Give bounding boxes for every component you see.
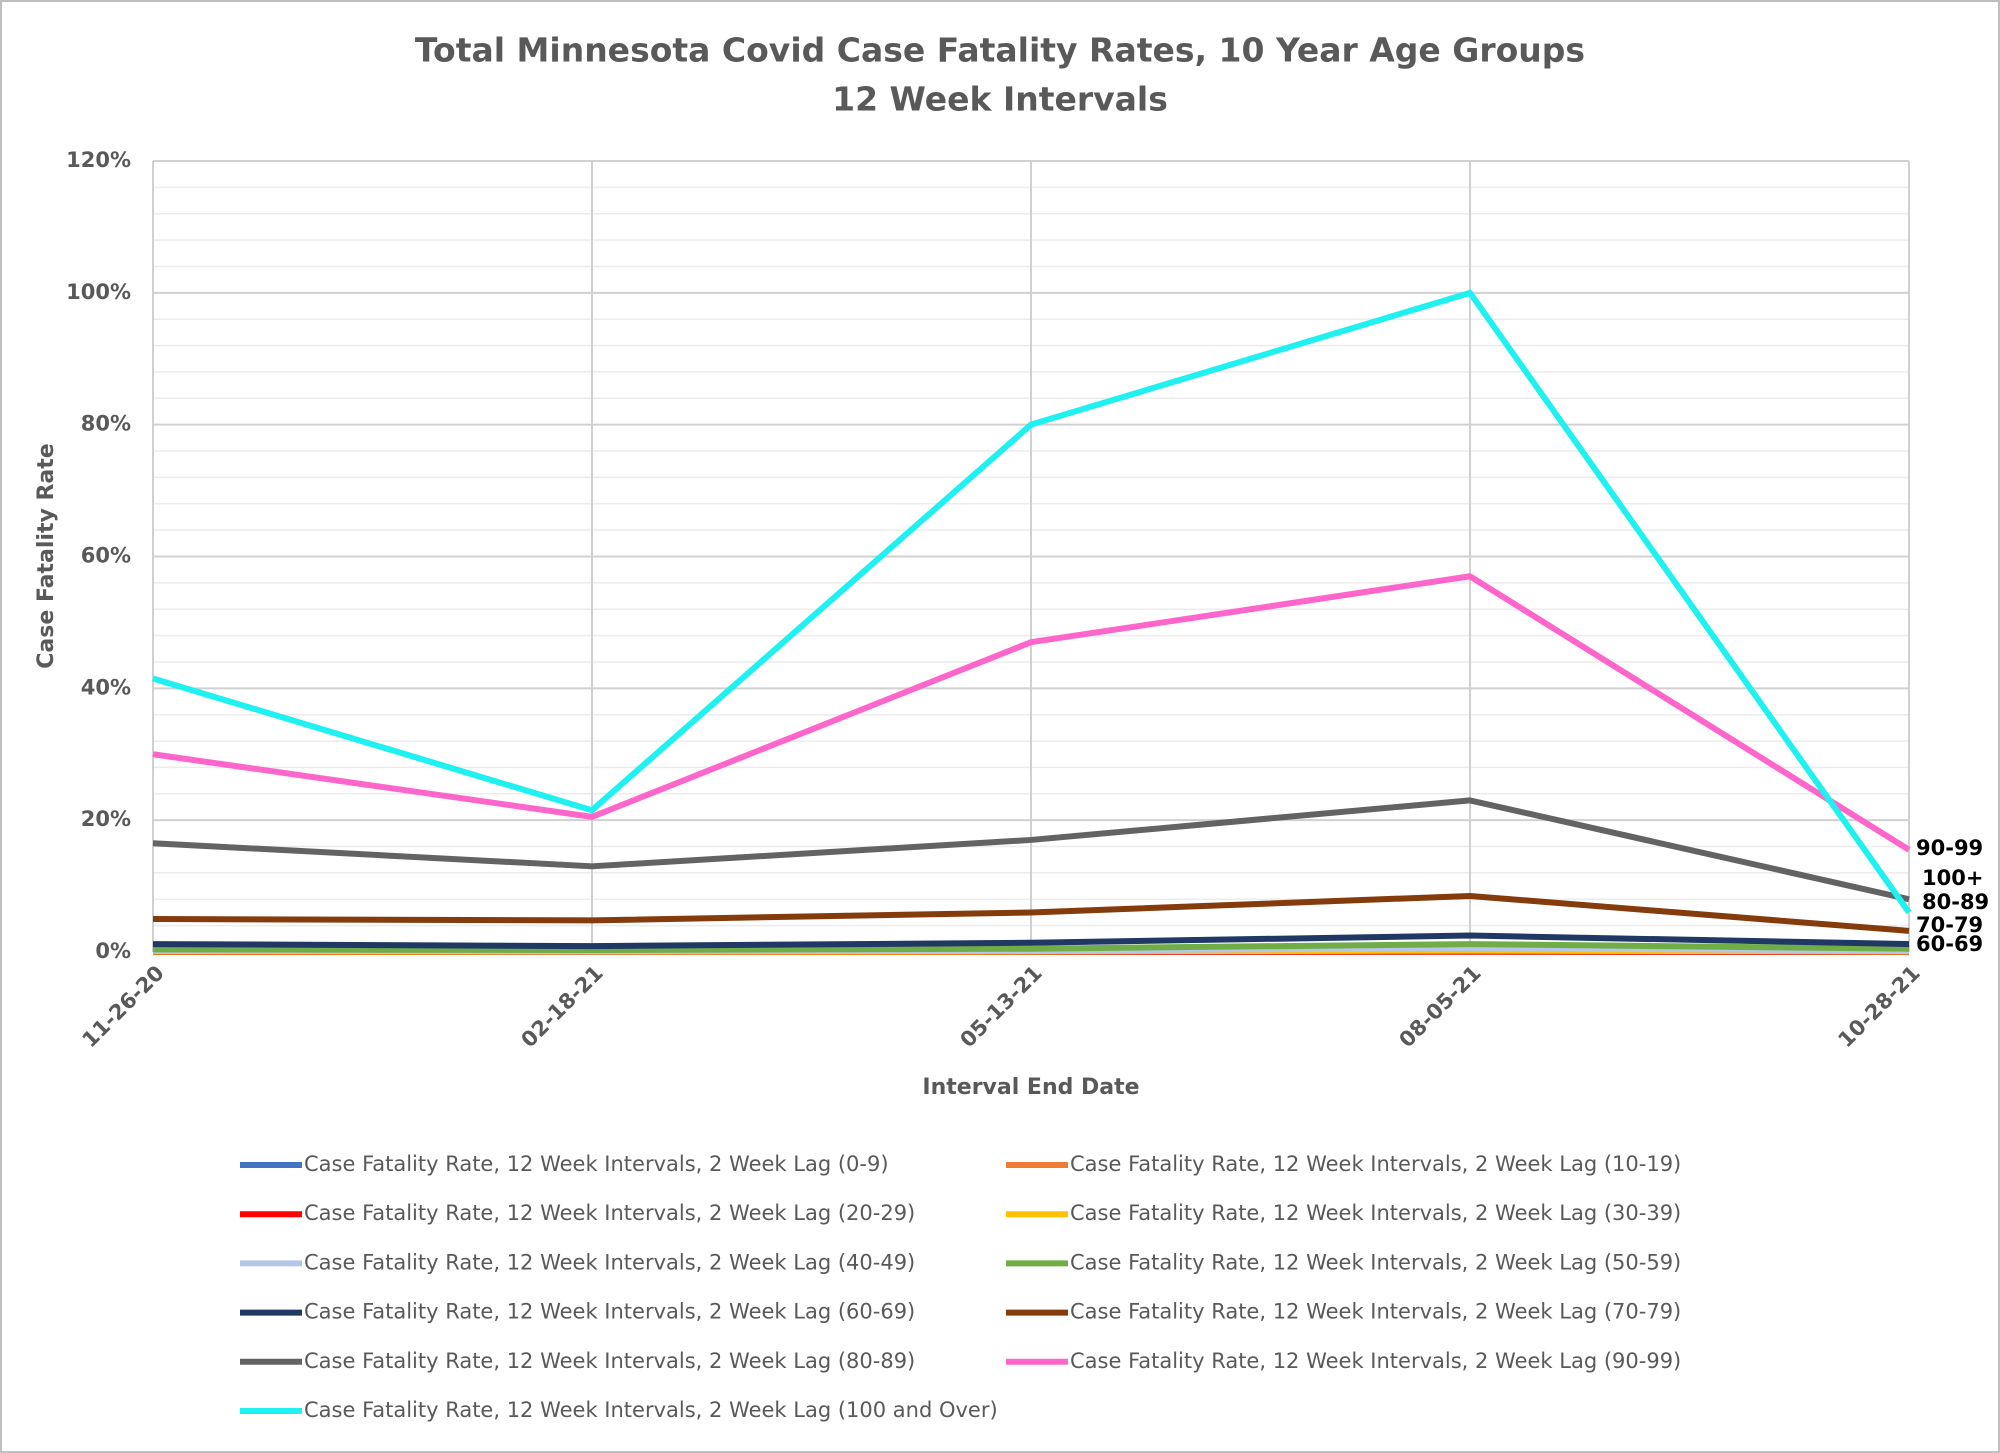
chart-subtitle: 12 Week Intervals [832,80,1168,119]
legend-label: Case Fatality Rate, 12 Week Intervals, 2… [1070,1152,1681,1176]
y-tick-label: 40% [81,675,131,699]
y-axis-title: Case Fatality Rate [34,443,59,668]
legend-label: Case Fatality Rate, 12 Week Intervals, 2… [1070,1250,1681,1274]
end-label: 70-79 [1916,913,1983,937]
y-tick-label: 100% [66,280,131,304]
legend-label: Case Fatality Rate, 12 Week Intervals, 2… [304,1398,998,1422]
legend-label: Case Fatality Rate, 12 Week Intervals, 2… [1070,1300,1681,1324]
end-label: 90-99 [1916,836,1983,860]
series-line [152,289,1912,915]
legend-label: Case Fatality Rate, 12 Week Intervals, 2… [304,1250,915,1274]
x-axis-title: Interval End Date [922,1075,1139,1100]
legend-label: Case Fatality Rate, 12 Week Intervals, 2… [304,1349,915,1373]
legend-label: Case Fatality Rate, 12 Week Intervals, 2… [1070,1349,1681,1373]
legend-label: Case Fatality Rate, 12 Week Intervals, 2… [304,1152,889,1176]
end-label: 60-69 [1916,932,1983,956]
series-line [152,932,1910,950]
end-label: 100+ [1922,866,1983,890]
chart-title: Total Minnesota Covid Case Fatality Rate… [415,31,1585,70]
y-tick-label: 0% [95,939,131,963]
y-tick-label: 120% [66,148,131,172]
y-tick-label: 20% [81,807,131,831]
series-line [152,573,1911,853]
legend-label: Case Fatality Rate, 12 Week Intervals, 2… [304,1201,915,1225]
legend-label: Case Fatality Rate, 12 Week Intervals, 2… [304,1300,915,1324]
series-line [152,941,1910,954]
y-tick-label: 60% [81,544,131,568]
y-tick-label: 80% [81,412,131,436]
end-label: 80-89 [1922,890,1989,914]
series-line [152,892,1910,934]
series-line [152,797,1910,903]
legend-label: Case Fatality Rate, 12 Week Intervals, 2… [1070,1201,1681,1225]
